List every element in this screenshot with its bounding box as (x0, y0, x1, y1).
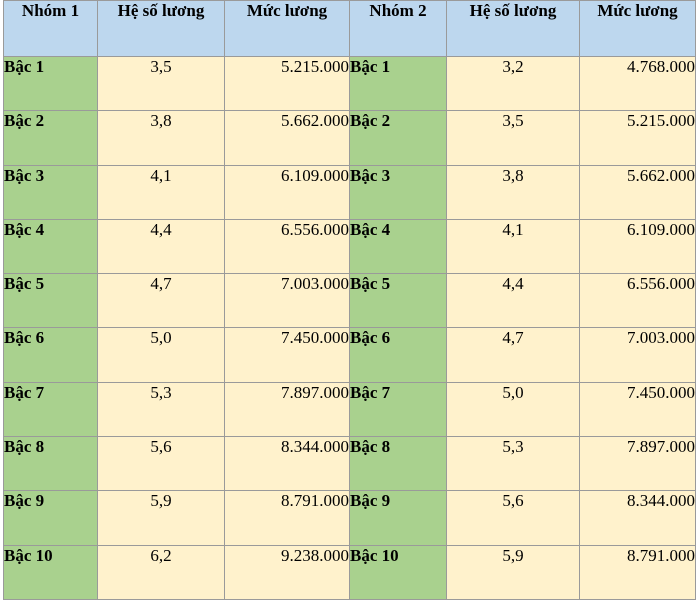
group1-coefficient: 3,5 (97, 55, 225, 112)
group1-coefficient: 3,8 (97, 110, 225, 166)
group1-coefficient: 4,1 (97, 164, 225, 220)
group2-salary: 7.003.000 (579, 327, 696, 383)
group1-coefficient: 5,3 (97, 381, 225, 438)
group2-level: Bậc 3 (349, 164, 447, 220)
header-coefficient-2: Hệ số lương (446, 0, 580, 57)
group1-level: Bậc 7 (3, 381, 98, 438)
group2-salary: 5.662.000 (579, 164, 696, 220)
group1-coefficient: 4,4 (97, 218, 225, 275)
group2-coefficient: 3,2 (446, 55, 580, 112)
table-row: Bậc 10 6,2 9.238.000 Bậc 10 5,9 8.791.00… (3, 544, 696, 601)
salary-table: Nhóm 1 Hệ số lương Mức lương Nhóm 2 Hệ s… (3, 0, 696, 601)
header-row: Nhóm 1 Hệ số lương Mức lương Nhóm 2 Hệ s… (3, 0, 696, 57)
group1-salary: 6.556.000 (224, 218, 350, 275)
table-row: Bậc 7 5,3 7.897.000 Bậc 7 5,0 7.450.000 (3, 381, 696, 438)
group2-level: Bậc 10 (349, 544, 447, 601)
group1-coefficient: 5,9 (97, 490, 225, 546)
group1-coefficient: 5,6 (97, 436, 225, 492)
group2-level: Bậc 6 (349, 327, 447, 383)
group2-salary: 5.215.000 (579, 110, 696, 166)
group2-coefficient: 4,4 (446, 273, 580, 329)
group1-salary: 7.003.000 (224, 273, 350, 329)
group1-coefficient: 4,7 (97, 273, 225, 329)
group2-coefficient: 5,3 (446, 436, 580, 492)
group1-salary: 7.450.000 (224, 327, 350, 383)
group1-level: Bậc 1 (3, 55, 98, 112)
group1-coefficient: 5,0 (97, 327, 225, 383)
group1-salary: 5.215.000 (224, 55, 350, 112)
group1-level: Bậc 4 (3, 218, 98, 275)
group2-salary: 6.109.000 (579, 218, 696, 275)
table-row: Bậc 3 4,1 6.109.000 Bậc 3 3,8 5.662.000 (3, 164, 696, 220)
group2-salary: 7.897.000 (579, 436, 696, 492)
group1-salary: 9.238.000 (224, 544, 350, 601)
header-coefficient-1: Hệ số lương (97, 0, 225, 57)
group1-coefficient: 6,2 (97, 544, 225, 601)
table-row: Bậc 6 5,0 7.450.000 Bậc 6 4,7 7.003.000 (3, 327, 696, 383)
group2-coefficient: 5,6 (446, 490, 580, 546)
table-row: Bậc 2 3,8 5.662.000 Bậc 2 3,5 5.215.000 (3, 110, 696, 166)
group1-salary: 6.109.000 (224, 164, 350, 220)
group2-level: Bậc 2 (349, 110, 447, 166)
group1-level: Bậc 6 (3, 327, 98, 383)
group2-level: Bậc 1 (349, 55, 447, 112)
group1-level: Bậc 10 (3, 544, 98, 601)
table-row: Bậc 5 4,7 7.003.000 Bậc 5 4,4 6.556.000 (3, 273, 696, 329)
table-row: Bậc 8 5,6 8.344.000 Bậc 8 5,3 7.897.000 (3, 436, 696, 492)
group2-level: Bậc 5 (349, 273, 447, 329)
group2-salary: 8.791.000 (579, 544, 696, 601)
group2-level: Bậc 7 (349, 381, 447, 438)
group2-level: Bậc 9 (349, 490, 447, 546)
group2-level: Bậc 4 (349, 218, 447, 275)
group2-level: Bậc 8 (349, 436, 447, 492)
group1-level: Bậc 5 (3, 273, 98, 329)
group2-coefficient: 5,9 (446, 544, 580, 601)
group1-level: Bậc 8 (3, 436, 98, 492)
group2-salary: 6.556.000 (579, 273, 696, 329)
group1-level: Bậc 9 (3, 490, 98, 546)
group2-coefficient: 4,1 (446, 218, 580, 275)
group2-coefficient: 3,8 (446, 164, 580, 220)
group2-coefficient: 3,5 (446, 110, 580, 166)
group1-salary: 8.344.000 (224, 436, 350, 492)
group2-coefficient: 5,0 (446, 381, 580, 438)
group1-level: Bậc 3 (3, 164, 98, 220)
group2-salary: 7.450.000 (579, 381, 696, 438)
header-salary-1: Mức lương (224, 0, 350, 57)
group1-salary: 7.897.000 (224, 381, 350, 438)
header-salary-2: Mức lương (579, 0, 696, 57)
header-group-1: Nhóm 1 (3, 0, 98, 57)
group1-salary: 5.662.000 (224, 110, 350, 166)
group2-coefficient: 4,7 (446, 327, 580, 383)
table-row: Bậc 4 4,4 6.556.000 Bậc 4 4,1 6.109.000 (3, 218, 696, 275)
table-row: Bậc 1 3,5 5.215.000 Bậc 1 3,2 4.768.000 (3, 55, 696, 112)
group2-salary: 4.768.000 (579, 55, 696, 112)
group1-level: Bậc 2 (3, 110, 98, 166)
header-group-2: Nhóm 2 (349, 0, 447, 57)
group2-salary: 8.344.000 (579, 490, 696, 546)
group1-salary: 8.791.000 (224, 490, 350, 546)
table-row: Bậc 9 5,9 8.791.000 Bậc 9 5,6 8.344.000 (3, 490, 696, 546)
